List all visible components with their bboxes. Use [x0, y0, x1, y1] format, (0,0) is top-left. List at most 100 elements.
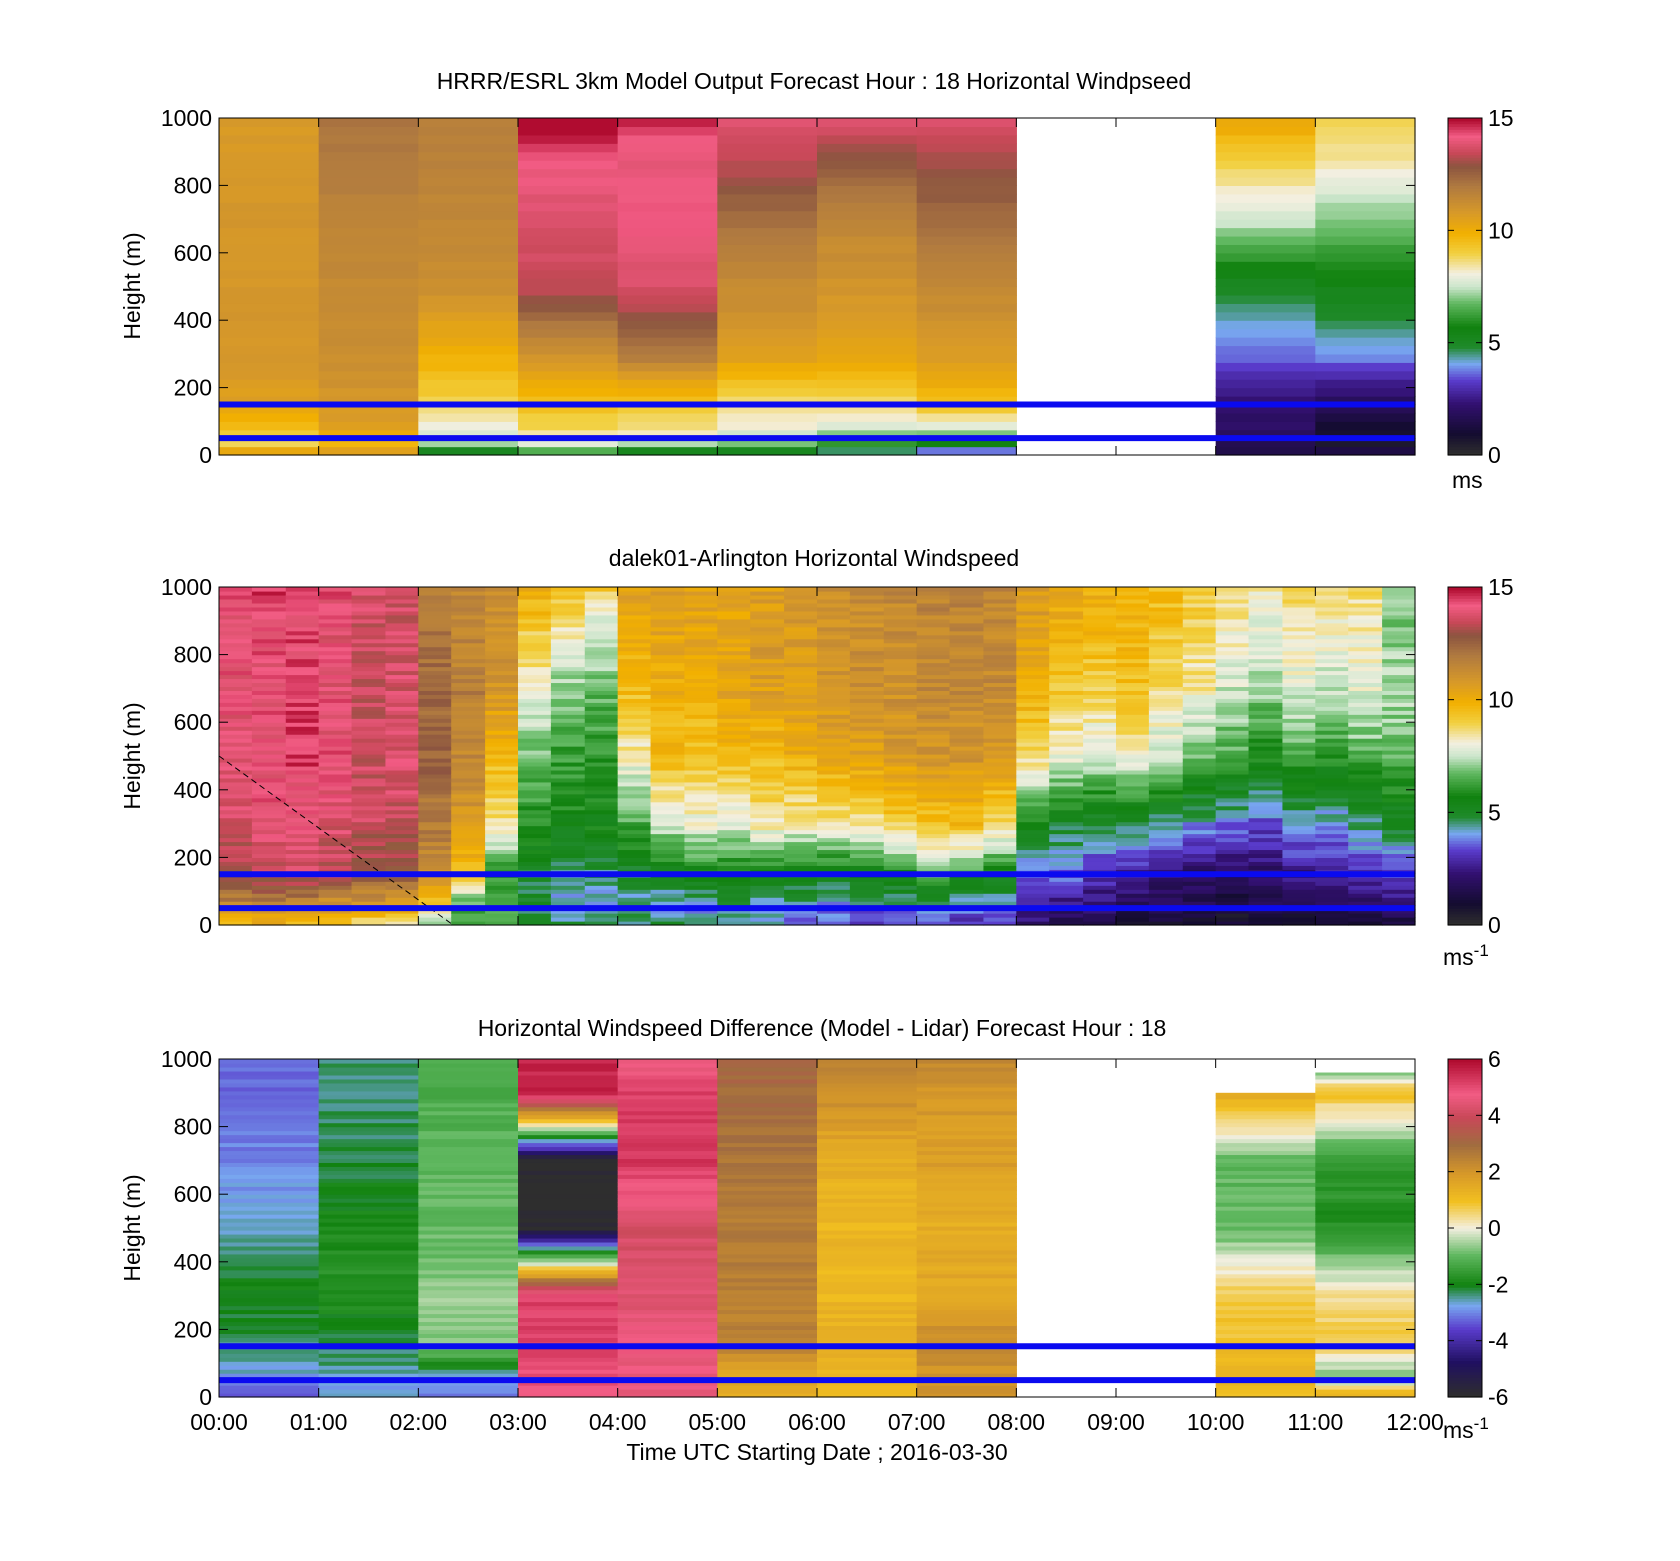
heatmap-cell [351, 857, 387, 862]
heatmap-cell [318, 1325, 419, 1330]
heatmap-cell [883, 718, 918, 723]
heatmap-cell [1148, 901, 1184, 906]
heatmap-cell [1315, 670, 1349, 676]
heatmap-cell [750, 765, 785, 771]
heatmap-cell [916, 1126, 1017, 1132]
heatmap-cell [418, 813, 452, 819]
heatmap-cell [1348, 587, 1383, 592]
colorbar-swatch [1448, 744, 1482, 749]
heatmap-cell [318, 1214, 419, 1219]
heatmap-cell [1116, 666, 1150, 672]
heatmap-cell [1348, 805, 1383, 811]
heatmap-cell [717, 714, 751, 719]
heatmap-cell [1315, 1241, 1416, 1247]
heatmap-cell [1016, 821, 1050, 827]
heatmap-cell [883, 761, 918, 767]
colorbar-swatch [1448, 694, 1482, 698]
heatmap-cell [1282, 670, 1316, 676]
colorbar-swatch [1448, 843, 1482, 847]
colorbar-swatch [1448, 775, 1482, 780]
heatmap-cell [1315, 1325, 1416, 1330]
heatmap-cell [219, 193, 320, 203]
heatmap-cell [784, 682, 818, 688]
heatmap-cell [750, 662, 785, 668]
heatmap-cell [251, 706, 287, 711]
heatmap-cell [485, 889, 519, 894]
heatmap-cell [1315, 682, 1349, 688]
heatmap-cell [418, 235, 519, 245]
heatmap-cell [717, 370, 818, 380]
colorbar-swatch [1448, 865, 1482, 870]
heatmap-cell [584, 654, 619, 660]
heatmap-cell [418, 658, 452, 664]
heatmap-cell [1215, 1265, 1316, 1271]
heatmap-cell [385, 650, 419, 656]
heatmap-cell [1016, 849, 1050, 855]
heatmap-cell [817, 1289, 918, 1295]
heatmap-cell [385, 634, 419, 640]
heatmap-cell [318, 594, 353, 600]
heatmap-cell [617, 379, 718, 389]
heatmap-cell [318, 1226, 419, 1231]
heatmap-cell [418, 785, 452, 791]
heatmap-cell [817, 805, 851, 811]
heatmap-cell [219, 769, 253, 775]
heatmap-cell [1315, 1150, 1416, 1156]
heatmap-cell [750, 777, 785, 783]
heatmap-cell [451, 610, 486, 616]
heatmap-cell [1148, 734, 1184, 739]
heatmap-cell [817, 1226, 918, 1231]
heatmap-cell [916, 185, 1017, 195]
heatmap-cell [849, 654, 885, 660]
heatmap-cell [1016, 793, 1050, 799]
heatmap-cell [485, 642, 519, 648]
heatmap-cell [1248, 885, 1284, 890]
heatmap-cell [1215, 1198, 1316, 1203]
heatmap-cell [418, 670, 452, 676]
heatmap-cell [817, 594, 851, 600]
heatmap-cell [318, 598, 353, 604]
heatmap-cell [617, 1130, 718, 1136]
heatmap-cell [949, 654, 985, 660]
heatmap-cell [1348, 877, 1383, 882]
heatmap-cell [1215, 590, 1250, 596]
heatmap-cell [1083, 809, 1117, 815]
colorbar-swatch [1448, 1309, 1482, 1314]
heatmap-cell [849, 837, 885, 843]
heatmap-cell [717, 1222, 818, 1227]
colorbar-swatch [1448, 1388, 1482, 1392]
heatmap-cell [617, 1373, 718, 1378]
heatmap-cell [1282, 821, 1316, 827]
heatmap-cell [684, 865, 718, 870]
colorbar-swatch [1448, 219, 1482, 223]
heatmap-cell [584, 694, 619, 699]
heatmap-cell [385, 805, 419, 811]
heatmap-cell [817, 1233, 918, 1239]
heatmap-cell [916, 1106, 1017, 1112]
heatmap-cell [251, 881, 287, 886]
heatmap-cell [1382, 781, 1416, 787]
heatmap-cell [1348, 602, 1383, 608]
heatmap-cell [550, 773, 586, 779]
heatmap-cell [385, 865, 419, 870]
heatmap-cell [916, 235, 1017, 245]
heatmap-cell [518, 370, 619, 380]
heatmap-cell [1182, 670, 1217, 676]
heatmap-cell [916, 438, 1017, 448]
heatmap-cell [1348, 773, 1383, 779]
heatmap-cell [916, 1090, 1017, 1096]
heatmap-cell [351, 646, 387, 652]
heatmap-cell [1382, 817, 1416, 823]
heatmap-cell [351, 761, 387, 767]
heatmap-cell [518, 1059, 619, 1064]
heatmap-cell [219, 849, 253, 855]
x-tick-label: 11:00 [1287, 1409, 1343, 1435]
colorbar-swatch [1448, 784, 1482, 788]
colorbar-swatch [1448, 691, 1482, 695]
heatmap-cell [318, 1349, 419, 1354]
heatmap-cell [617, 1198, 718, 1203]
heatmap-cell [485, 754, 519, 759]
heatmap-cell [1016, 594, 1050, 600]
heatmap-cell [351, 897, 387, 902]
heatmap-cell [949, 765, 985, 771]
